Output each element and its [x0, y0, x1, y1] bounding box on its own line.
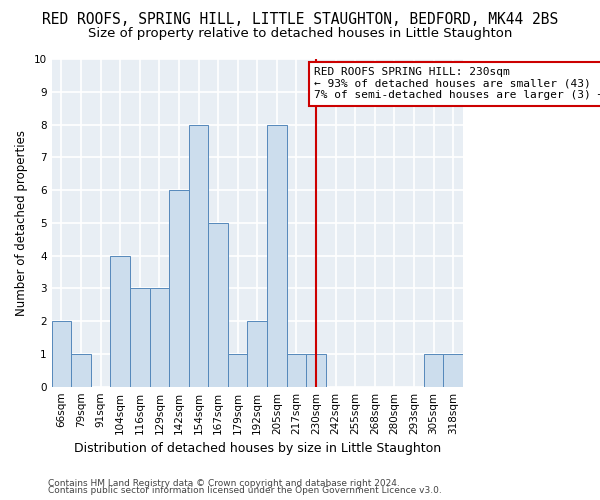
Text: Contains public sector information licensed under the Open Government Licence v3: Contains public sector information licen…: [48, 486, 442, 495]
Y-axis label: Number of detached properties: Number of detached properties: [15, 130, 28, 316]
Bar: [110, 256, 130, 386]
Bar: [287, 354, 306, 386]
Bar: [71, 354, 91, 386]
Bar: [267, 124, 287, 386]
Text: RED ROOFS SPRING HILL: 230sqm
← 93% of detached houses are smaller (43)
7% of se: RED ROOFS SPRING HILL: 230sqm ← 93% of d…: [314, 67, 600, 100]
Bar: [52, 321, 71, 386]
Bar: [130, 288, 149, 386]
Bar: [189, 124, 208, 386]
Bar: [208, 223, 228, 386]
Bar: [443, 354, 463, 386]
Text: RED ROOFS, SPRING HILL, LITTLE STAUGHTON, BEDFORD, MK44 2BS: RED ROOFS, SPRING HILL, LITTLE STAUGHTON…: [42, 12, 558, 28]
Bar: [424, 354, 443, 386]
X-axis label: Distribution of detached houses by size in Little Staughton: Distribution of detached houses by size …: [74, 442, 441, 455]
Bar: [228, 354, 247, 386]
Text: Size of property relative to detached houses in Little Staughton: Size of property relative to detached ho…: [88, 28, 512, 40]
Bar: [149, 288, 169, 386]
Bar: [247, 321, 267, 386]
Bar: [306, 354, 326, 386]
Bar: [169, 190, 189, 386]
Text: Contains HM Land Registry data © Crown copyright and database right 2024.: Contains HM Land Registry data © Crown c…: [48, 478, 400, 488]
